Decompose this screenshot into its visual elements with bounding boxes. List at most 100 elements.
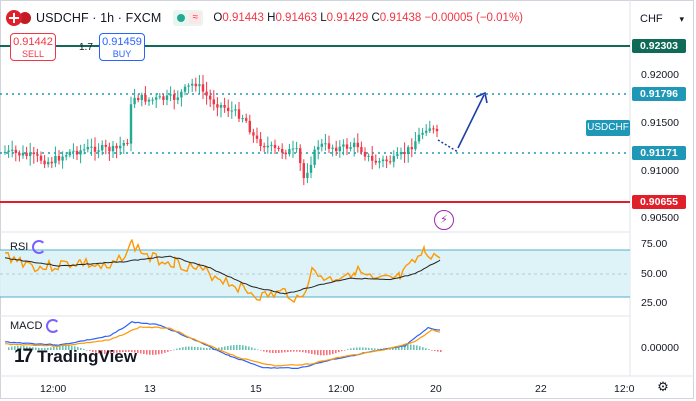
- macd-bar: [317, 350, 319, 356]
- candle-body: [403, 152, 406, 154]
- time-tick: 12:00: [328, 383, 355, 395]
- candle-body: [396, 154, 399, 157]
- macd-bar: [116, 350, 118, 353]
- rsi-line: [4, 238, 441, 304]
- usd-flag-icon: [6, 10, 22, 26]
- candle-body: [291, 148, 295, 150]
- macd-bar: [149, 350, 151, 355]
- candle-body: [29, 152, 32, 156]
- candle-body: [363, 152, 367, 157]
- candle-body: [97, 150, 100, 152]
- candlestick-series: [3, 74, 439, 186]
- candle-body: [11, 149, 14, 151]
- macd-bar: [26, 346, 28, 350]
- macd-bar: [254, 348, 256, 350]
- macd-bar: [413, 344, 415, 350]
- candle-body: [61, 156, 64, 161]
- macd-bar: [257, 349, 259, 351]
- candle-body: [410, 147, 413, 150]
- candle-body: [417, 134, 421, 142]
- macd-bar: [182, 347, 184, 350]
- candle-body: [241, 118, 244, 120]
- macd-bar: [359, 347, 361, 350]
- candle-body: [392, 156, 395, 162]
- rsi-pane-label[interactable]: RSI: [10, 240, 47, 254]
- macd-bar: [71, 345, 73, 350]
- macd-bar: [29, 346, 31, 350]
- macd-bar: [314, 350, 316, 355]
- candle-body: [122, 142, 125, 146]
- macd-bar: [56, 346, 58, 350]
- macd-bar: [323, 350, 325, 356]
- candle-body: [252, 132, 255, 136]
- macd-bar: [368, 347, 370, 350]
- macd-bar: [242, 345, 244, 350]
- macd-bar: [398, 345, 400, 350]
- candle-body: [169, 94, 172, 96]
- chart-header: USDCHF · 1h · FXCM ≈ O0.91443 H0.91463 L…: [6, 8, 523, 28]
- macd-bar: [281, 350, 283, 353]
- price-tick: 0.92000: [641, 69, 679, 81]
- loading-icon: [46, 319, 61, 333]
- macd-bar: [65, 345, 67, 350]
- currency-selector[interactable]: CHF ▾: [634, 8, 692, 30]
- support-price-tag: 0.90655: [632, 195, 686, 209]
- symbol-price-tag: USDCHF: [586, 120, 630, 136]
- macd-bar: [311, 350, 313, 354]
- macd-pane-label[interactable]: MACD: [10, 319, 61, 333]
- macd-bar: [101, 350, 103, 354]
- macd-bar: [230, 345, 232, 350]
- macd-tick: 0.00000: [641, 342, 679, 354]
- candle-body: [129, 104, 133, 144]
- market-status[interactable]: ≈: [173, 10, 204, 26]
- candle-body: [299, 148, 302, 164]
- candle-body: [435, 128, 439, 132]
- candle-body: [162, 96, 165, 100]
- macd-bar: [224, 346, 226, 350]
- macd-bar: [86, 349, 88, 351]
- macd-bar: [239, 344, 241, 350]
- tradingview-logo[interactable]: 17 TradingView: [14, 346, 137, 367]
- candle-body: [155, 97, 158, 100]
- candle-body: [414, 141, 417, 150]
- candle-body: [407, 147, 410, 154]
- symbol-title[interactable]: USDCHF · 1h · FXCM: [36, 11, 162, 25]
- candle-body: [248, 120, 251, 133]
- buy-button[interactable]: 0.91459 BUY: [99, 33, 145, 61]
- macd-bar: [362, 347, 364, 350]
- candle-body: [309, 164, 313, 173]
- candle-body: [255, 135, 259, 139]
- macd-bar: [68, 345, 70, 350]
- macd-bar: [404, 344, 406, 350]
- macd-bar: [158, 350, 160, 355]
- macd-bar: [200, 347, 202, 350]
- macd-bar: [155, 350, 157, 355]
- candle-body: [39, 155, 43, 161]
- macd-bar: [335, 350, 337, 354]
- candle-body: [93, 146, 97, 152]
- macd-bar: [305, 350, 307, 353]
- macd-bar: [77, 346, 79, 350]
- candle-body: [288, 149, 291, 155]
- candle-body: [374, 160, 377, 163]
- time-tick: 15: [250, 383, 262, 395]
- macd-bar: [332, 350, 334, 355]
- macd-bar: [191, 346, 193, 350]
- candle-body: [389, 161, 392, 163]
- macd-bar: [302, 350, 304, 353]
- macd-bar: [395, 346, 397, 350]
- candle-body: [342, 144, 345, 147]
- macd-bar: [263, 350, 265, 352]
- candle-body: [360, 147, 363, 153]
- candle-body: [187, 85, 190, 87]
- candle-body: [21, 152, 25, 156]
- lightning-icon[interactable]: ⚡: [434, 210, 454, 230]
- macd-bar: [47, 347, 49, 350]
- candle-body: [7, 150, 10, 152]
- candle-body: [277, 148, 280, 150]
- candle-body: [68, 151, 71, 156]
- sell-button[interactable]: 0.91442 SELL: [10, 33, 56, 61]
- macd-bar: [128, 350, 130, 352]
- settings-gear-icon[interactable]: ⚙: [657, 379, 669, 394]
